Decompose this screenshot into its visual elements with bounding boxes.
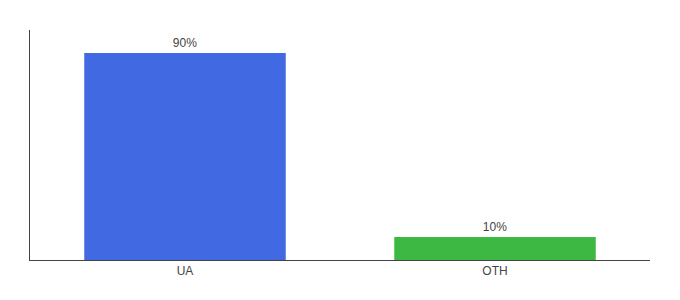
svg-text:10%: 10% [483, 220, 507, 234]
svg-text:90%: 90% [173, 36, 197, 50]
svg-text:UA: UA [177, 264, 194, 278]
svg-text:OTH: OTH [482, 264, 507, 278]
